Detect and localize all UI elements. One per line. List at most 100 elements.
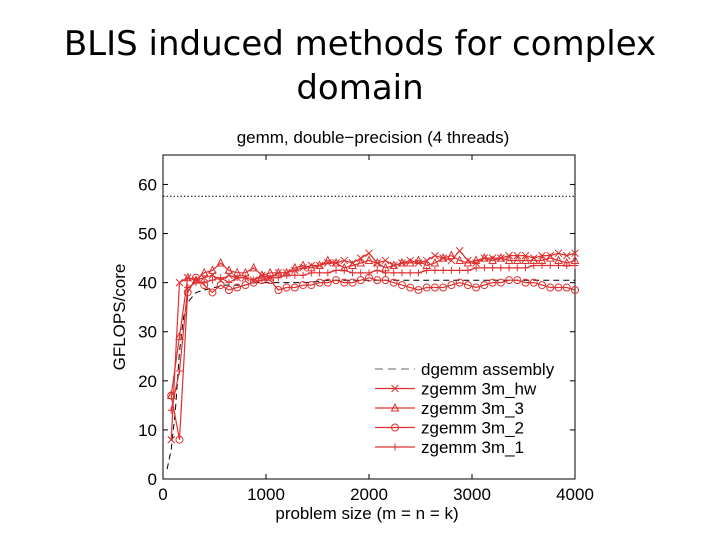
data-point [423, 266, 431, 274]
data-point [488, 278, 497, 287]
data-point [389, 260, 399, 269]
data-point [513, 264, 521, 272]
data-point [489, 264, 497, 272]
data-point [447, 256, 456, 265]
y-tick-label: 20 [138, 372, 157, 391]
legend-entry: dgemm assembly [375, 360, 555, 379]
data-point [522, 264, 530, 272]
data-point [538, 281, 547, 290]
data-point [414, 255, 423, 265]
x-tick-label: 2000 [350, 485, 388, 504]
data-point [405, 257, 415, 267]
data-point [266, 274, 274, 282]
data-point [348, 278, 357, 287]
x-tick-label: 3000 [453, 485, 491, 504]
data-point [530, 261, 538, 269]
data-point [290, 283, 299, 292]
data-point [225, 271, 233, 280]
data-point [299, 271, 307, 279]
data-point [340, 256, 349, 265]
x-axis-label: problem size (m = n = k) [275, 504, 458, 523]
data-point [364, 255, 374, 265]
data-point [291, 271, 299, 279]
y-axis-label: GFLOPS/core [110, 264, 129, 371]
data-point [217, 274, 225, 282]
data-point [183, 272, 193, 282]
data-point [184, 284, 192, 292]
data-point [208, 288, 217, 297]
data-point [283, 271, 291, 279]
data-point [167, 435, 176, 444]
data-point [538, 261, 546, 269]
y-tick-label: 10 [138, 421, 157, 440]
data-point [274, 286, 283, 294]
data-point [249, 262, 258, 272]
data-point [504, 255, 514, 265]
data-point [356, 257, 366, 267]
legend-marker [390, 402, 400, 412]
data-point [406, 283, 415, 292]
data-point [258, 276, 266, 284]
data-point [323, 255, 333, 265]
data-point [225, 279, 233, 287]
data-point [233, 283, 242, 292]
data-point [390, 269, 398, 277]
data-point [389, 278, 398, 287]
data-point [505, 264, 513, 272]
data-point [208, 276, 216, 284]
data-point [472, 264, 480, 272]
data-point [480, 252, 489, 262]
legend-marker [391, 423, 399, 432]
data-point [480, 264, 488, 272]
data-point [241, 281, 250, 290]
data-point [208, 265, 217, 274]
y-tick-label: 40 [138, 274, 157, 293]
data-point [497, 264, 505, 272]
data-point [431, 266, 439, 274]
data-point [464, 266, 472, 274]
series-layer [166, 246, 580, 470]
data-point [447, 281, 456, 290]
data-point [455, 255, 464, 265]
data-point [332, 276, 341, 285]
data-point [175, 278, 184, 287]
data-point [546, 261, 554, 269]
legend-marker [391, 384, 399, 393]
data-point [431, 251, 439, 260]
data-point [216, 281, 225, 290]
data-point [274, 274, 282, 282]
data-point [397, 257, 407, 267]
legend-label: zgemm 3m_1 [421, 438, 524, 457]
data-point [496, 278, 505, 287]
data-point [546, 283, 555, 292]
data-point [340, 266, 348, 274]
y-tick-label: 50 [138, 225, 157, 244]
data-point [365, 269, 373, 277]
data-point [373, 266, 381, 274]
data-point [357, 269, 365, 277]
data-point [290, 262, 300, 272]
data-point [331, 257, 341, 267]
data-point [472, 283, 481, 292]
data-point [455, 246, 464, 255]
data-point [250, 276, 258, 284]
data-point [406, 269, 414, 277]
data-point [224, 286, 233, 294]
data-point [365, 249, 373, 258]
data-point [324, 269, 332, 277]
data-point [563, 261, 571, 269]
legend-entry: zgemm 3m_2 [375, 419, 524, 438]
data-point [521, 278, 530, 287]
data-point [430, 283, 439, 292]
data-point [439, 283, 448, 292]
x-tick-label: 4000 [556, 485, 594, 504]
data-point [398, 269, 406, 277]
x-tick-label: 0 [158, 485, 167, 504]
data-point [307, 281, 316, 290]
data-point [447, 250, 456, 260]
data-point [356, 276, 365, 285]
data-point [199, 267, 209, 277]
data-point [488, 255, 497, 265]
